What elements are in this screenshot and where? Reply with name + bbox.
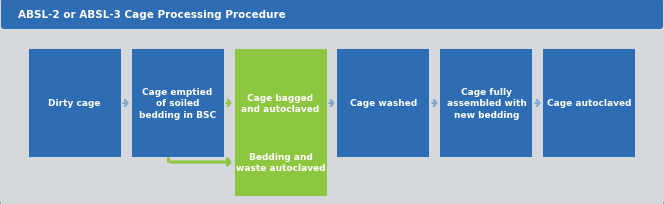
- Text: Bedding and
waste autoclaved: Bedding and waste autoclaved: [236, 152, 325, 172]
- Text: Dirty cage: Dirty cage: [48, 99, 101, 108]
- Bar: [29, 50, 120, 157]
- Text: Cage bagged
and autoclaved: Cage bagged and autoclaved: [242, 93, 319, 113]
- Text: Cage fully
assembled with
new bedding: Cage fully assembled with new bedding: [447, 88, 527, 119]
- Text: Cage washed: Cage washed: [350, 99, 417, 108]
- Bar: [131, 50, 224, 157]
- Text: Cage emptied
of soiled
bedding in BSC: Cage emptied of soiled bedding in BSC: [139, 88, 216, 119]
- Bar: [234, 50, 327, 157]
- FancyBboxPatch shape: [1, 0, 663, 30]
- Bar: [440, 50, 533, 157]
- Bar: [234, 128, 327, 196]
- Text: ABSL-2 or ABSL-3 Cage Processing Procedure: ABSL-2 or ABSL-3 Cage Processing Procedu…: [18, 10, 286, 20]
- Text: Cage autoclaved: Cage autoclaved: [547, 99, 631, 108]
- Bar: [544, 50, 635, 157]
- Bar: [337, 50, 430, 157]
